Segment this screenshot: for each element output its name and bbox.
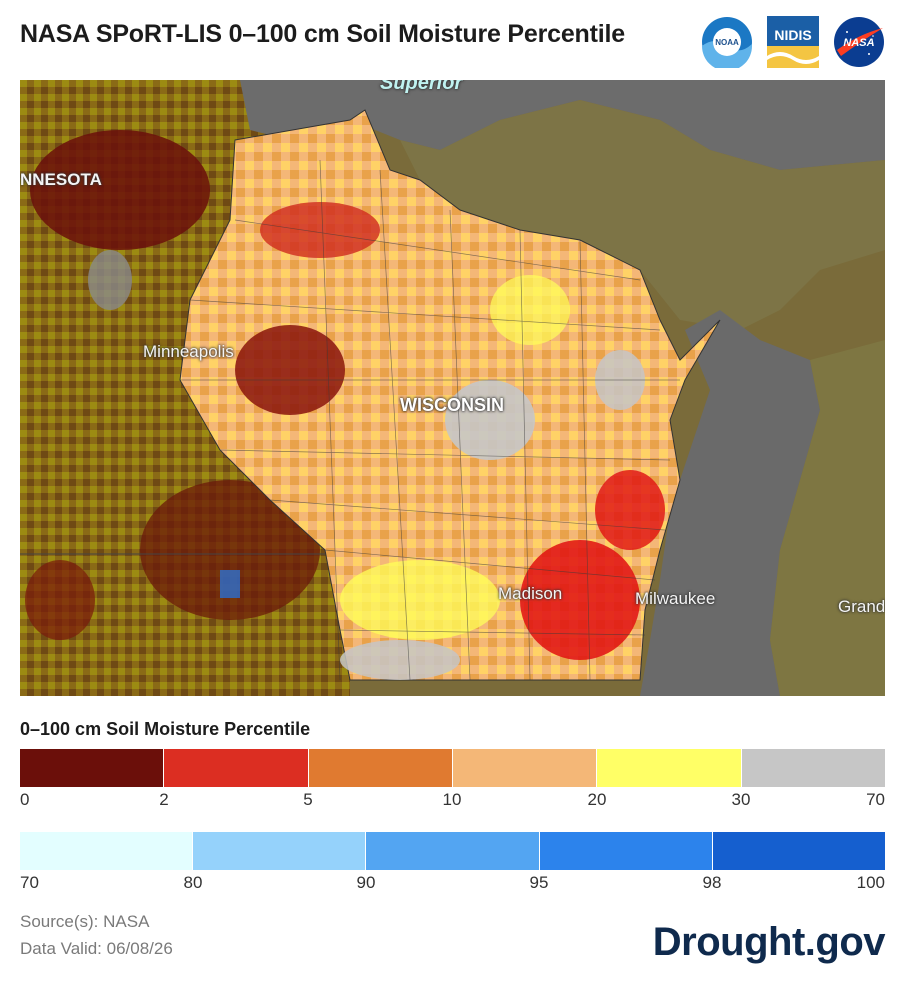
legend-tick: 70 [866,790,885,809]
legend-swatch [452,749,598,787]
legend-tick: 90 [356,873,376,892]
legend-wet-bar [20,832,886,870]
partner-logos: NOAA NIDIS NASA [701,16,885,68]
legend-swatch [741,749,885,787]
svg-text:NASA: NASA [843,37,874,49]
legend-swatch [20,749,165,787]
normal-area [445,380,535,460]
legend-tick: 100 [856,873,885,892]
label-wisconsin: WISCONSIN [400,395,505,415]
legend-tick: 10 [442,790,462,809]
legend-tick: 95 [529,873,549,892]
legend-swatch [308,749,453,787]
lake-michigan [640,310,820,696]
data-valid-text: Data Valid: 06/08/26 [20,939,173,958]
legend-tick: 5 [303,790,313,809]
moderate-area [340,560,500,640]
svg-text:NOAA: NOAA [715,38,739,47]
drought-gov-link[interactable]: Drought.gov [652,920,886,964]
normal-area [340,640,460,680]
legend-swatch [539,832,713,870]
label-superior: Superior [380,80,463,94]
legend-tick: 20 [587,790,607,809]
legend-tick: 80 [183,873,203,892]
county-lines [180,159,680,681]
map-title: NASA SPoRT-LIS 0–100 cm Soil Moisture Pe… [20,20,625,48]
svg-text:NIDIS: NIDIS [774,27,811,43]
soil-moisture-map: Superior NNESOTA Minneapolis WISCONSIN M… [20,80,885,696]
legend-swatch [20,832,194,870]
moderate-area [490,275,570,345]
legend-swatch [193,832,367,870]
dry-patch [140,480,320,620]
severe-drought-area [520,540,640,660]
upper-peninsula [400,100,885,330]
legend-dry-ticks: 0 2 5 10 20 30 70 [20,790,885,814]
label-madison: Madison [498,584,563,603]
extreme-drought-area [235,325,345,415]
nidis-logo: NIDIS [767,16,819,68]
lower-michigan [770,340,885,696]
legend-swatch [164,749,309,787]
normal-patch [88,250,132,310]
label-grand: Grand [838,597,885,616]
legend-swatch [366,832,540,870]
label-milwaukee: Milwaukee [635,589,716,608]
label-minneapolis: Minneapolis [143,342,234,361]
legend-tick: 30 [731,790,751,809]
legend-wet-ticks: 70 80 90 95 98 100 [20,873,885,897]
footer-source: Source(s): NASA Data Valid: 06/08/26 [20,908,173,962]
legend-tick: 70 [20,873,39,892]
severe-drought-area [260,202,380,258]
legend-dry-bar [20,749,885,787]
map-canvas [20,80,885,696]
nasa-logo: NASA [834,17,884,67]
label-minnesota: NNESOTA [20,170,102,189]
dry-patch [25,560,95,640]
legend-tick: 98 [702,873,722,892]
noaa-logo: NOAA [702,17,752,68]
wet-patch [220,570,240,598]
severe-drought-area [595,470,665,550]
legend-swatch [597,749,742,787]
lake-superior [240,80,885,170]
legend-title: 0–100 cm Soil Moisture Percentile [20,719,311,739]
legend-swatch [712,832,886,870]
dry-patch [30,130,210,250]
source-text: Source(s): NASA [20,912,150,931]
legend-tick: 2 [159,790,169,809]
legend-tick: 0 [20,790,30,809]
